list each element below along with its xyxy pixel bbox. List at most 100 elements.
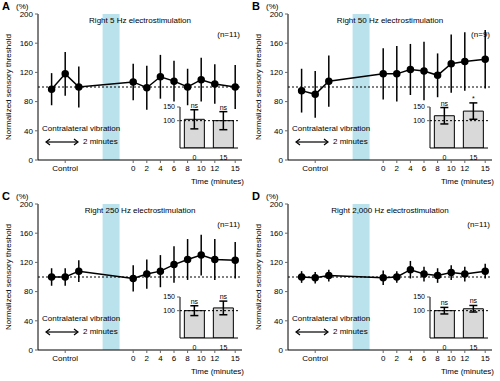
svg-text:15: 15 bbox=[481, 354, 490, 363]
svg-text:120: 120 bbox=[270, 258, 284, 267]
svg-text:6: 6 bbox=[172, 354, 177, 363]
svg-text:80: 80 bbox=[24, 287, 33, 296]
svg-text:40: 40 bbox=[24, 317, 33, 326]
svg-text:10: 10 bbox=[447, 354, 456, 363]
svg-text:15: 15 bbox=[231, 164, 240, 173]
svg-text:200: 200 bbox=[270, 200, 284, 209]
svg-text:*: * bbox=[472, 95, 475, 102]
svg-text:ns: ns bbox=[220, 293, 228, 300]
svg-text:15: 15 bbox=[470, 154, 478, 160]
svg-text:160: 160 bbox=[20, 229, 34, 238]
svg-text:160: 160 bbox=[20, 39, 34, 48]
svg-text:120: 120 bbox=[20, 68, 34, 77]
svg-text:4: 4 bbox=[408, 164, 413, 173]
html-text:2 minutes: 2 minutes bbox=[83, 137, 118, 146]
html-text:Right 50 Hz electrostimulation: Right 50 Hz electrostimulation bbox=[336, 16, 444, 25]
svg-text:12: 12 bbox=[210, 354, 219, 363]
html-text:2 minutes: 2 minutes bbox=[83, 327, 118, 336]
svg-text:Control: Control bbox=[302, 354, 328, 363]
svg-text:160: 160 bbox=[270, 229, 284, 238]
html-text:(n=11): (n=11) bbox=[217, 30, 240, 39]
svg-text:6: 6 bbox=[422, 164, 427, 173]
svg-text:80: 80 bbox=[24, 97, 33, 106]
html-text:Normalized sensory threshold: Normalized sensory threshold bbox=[253, 34, 263, 140]
svg-text:0: 0 bbox=[443, 154, 447, 160]
svg-text:40: 40 bbox=[24, 127, 33, 136]
svg-text:12: 12 bbox=[460, 164, 469, 173]
html-text:Contralateral vibration: Contralateral vibration bbox=[42, 124, 121, 133]
svg-text:150: 150 bbox=[163, 103, 175, 110]
svg-text:120: 120 bbox=[270, 68, 284, 77]
svg-text:0: 0 bbox=[131, 354, 136, 363]
svg-text:40: 40 bbox=[274, 317, 283, 326]
html-text:(n=9): (n=9) bbox=[471, 30, 490, 39]
svg-text:ns: ns bbox=[220, 104, 228, 111]
svg-text:ns: ns bbox=[191, 298, 199, 305]
html-text:Right 250 Hz electrostimulatio: Right 250 Hz electrostimulation bbox=[84, 206, 196, 215]
svg-text:15: 15 bbox=[481, 164, 490, 173]
svg-text:Control: Control bbox=[302, 164, 328, 173]
svg-text:2: 2 bbox=[395, 164, 400, 173]
svg-text:0: 0 bbox=[381, 164, 386, 173]
svg-text:0: 0 bbox=[131, 164, 136, 173]
html-text:Normalized sensory threshold: Normalized sensory threshold bbox=[3, 224, 13, 330]
svg-text:0: 0 bbox=[193, 154, 197, 160]
svg-text:100: 100 bbox=[413, 117, 425, 124]
svg-text:200: 200 bbox=[20, 200, 34, 209]
svg-text:8: 8 bbox=[435, 354, 440, 363]
svg-text:100: 100 bbox=[163, 117, 175, 124]
svg-text:2: 2 bbox=[395, 354, 400, 363]
html-text:Time (minutes): Time (minutes) bbox=[191, 367, 244, 376]
html-text:Normalized sensory threshold: Normalized sensory threshold bbox=[253, 224, 263, 330]
svg-text:100: 100 bbox=[413, 307, 425, 314]
svg-text:Control: Control bbox=[52, 164, 78, 173]
svg-text:80: 80 bbox=[274, 287, 283, 296]
svg-text:15: 15 bbox=[231, 354, 240, 363]
svg-text:ns: ns bbox=[470, 297, 478, 304]
svg-text:4: 4 bbox=[158, 354, 163, 363]
svg-text:0: 0 bbox=[279, 346, 284, 355]
svg-text:ns: ns bbox=[441, 299, 449, 306]
html-text:Time (minutes): Time (minutes) bbox=[191, 177, 244, 186]
svg-text:Control: Control bbox=[52, 354, 78, 363]
svg-text:4: 4 bbox=[408, 354, 413, 363]
svg-text:15: 15 bbox=[220, 344, 228, 350]
svg-text:120: 120 bbox=[20, 258, 34, 267]
svg-text:12: 12 bbox=[210, 164, 219, 173]
svg-text:4: 4 bbox=[158, 164, 163, 173]
svg-text:150: 150 bbox=[413, 293, 425, 300]
svg-text:12: 12 bbox=[460, 354, 469, 363]
svg-text:80: 80 bbox=[274, 97, 283, 106]
svg-text:8: 8 bbox=[185, 354, 190, 363]
svg-text:8: 8 bbox=[185, 164, 190, 173]
svg-text:10: 10 bbox=[447, 164, 456, 173]
svg-text:6: 6 bbox=[422, 354, 427, 363]
svg-text:15: 15 bbox=[220, 154, 228, 160]
svg-text:0: 0 bbox=[279, 156, 284, 165]
svg-text:8: 8 bbox=[435, 164, 440, 173]
html-text:Normalized sensory threshold: Normalized sensory threshold bbox=[3, 34, 13, 140]
html-text:(n=11): (n=11) bbox=[217, 220, 240, 229]
svg-text:0: 0 bbox=[29, 156, 34, 165]
svg-text:200: 200 bbox=[270, 10, 284, 19]
svg-text:ns: ns bbox=[441, 100, 449, 107]
svg-text:40: 40 bbox=[274, 127, 283, 136]
svg-text:200: 200 bbox=[20, 10, 34, 19]
svg-text:6: 6 bbox=[172, 164, 177, 173]
svg-text:10: 10 bbox=[197, 164, 206, 173]
svg-text:2: 2 bbox=[145, 164, 150, 173]
svg-text:0: 0 bbox=[29, 346, 34, 355]
svg-text:0: 0 bbox=[193, 344, 197, 350]
svg-text:10: 10 bbox=[197, 354, 206, 363]
svg-text:2: 2 bbox=[145, 354, 150, 363]
svg-text:150: 150 bbox=[163, 293, 175, 300]
svg-text:0: 0 bbox=[381, 354, 386, 363]
html-text:Contralateral vibration: Contralateral vibration bbox=[42, 314, 121, 323]
svg-text:0: 0 bbox=[443, 344, 447, 350]
svg-text:150: 150 bbox=[413, 103, 425, 110]
svg-text:160: 160 bbox=[270, 39, 284, 48]
svg-text:100: 100 bbox=[163, 307, 175, 314]
html-text:Right 5 Hz electrostimulation: Right 5 Hz electrostimulation bbox=[89, 16, 191, 25]
svg-text:ns: ns bbox=[191, 102, 199, 109]
svg-text:15: 15 bbox=[470, 344, 478, 350]
